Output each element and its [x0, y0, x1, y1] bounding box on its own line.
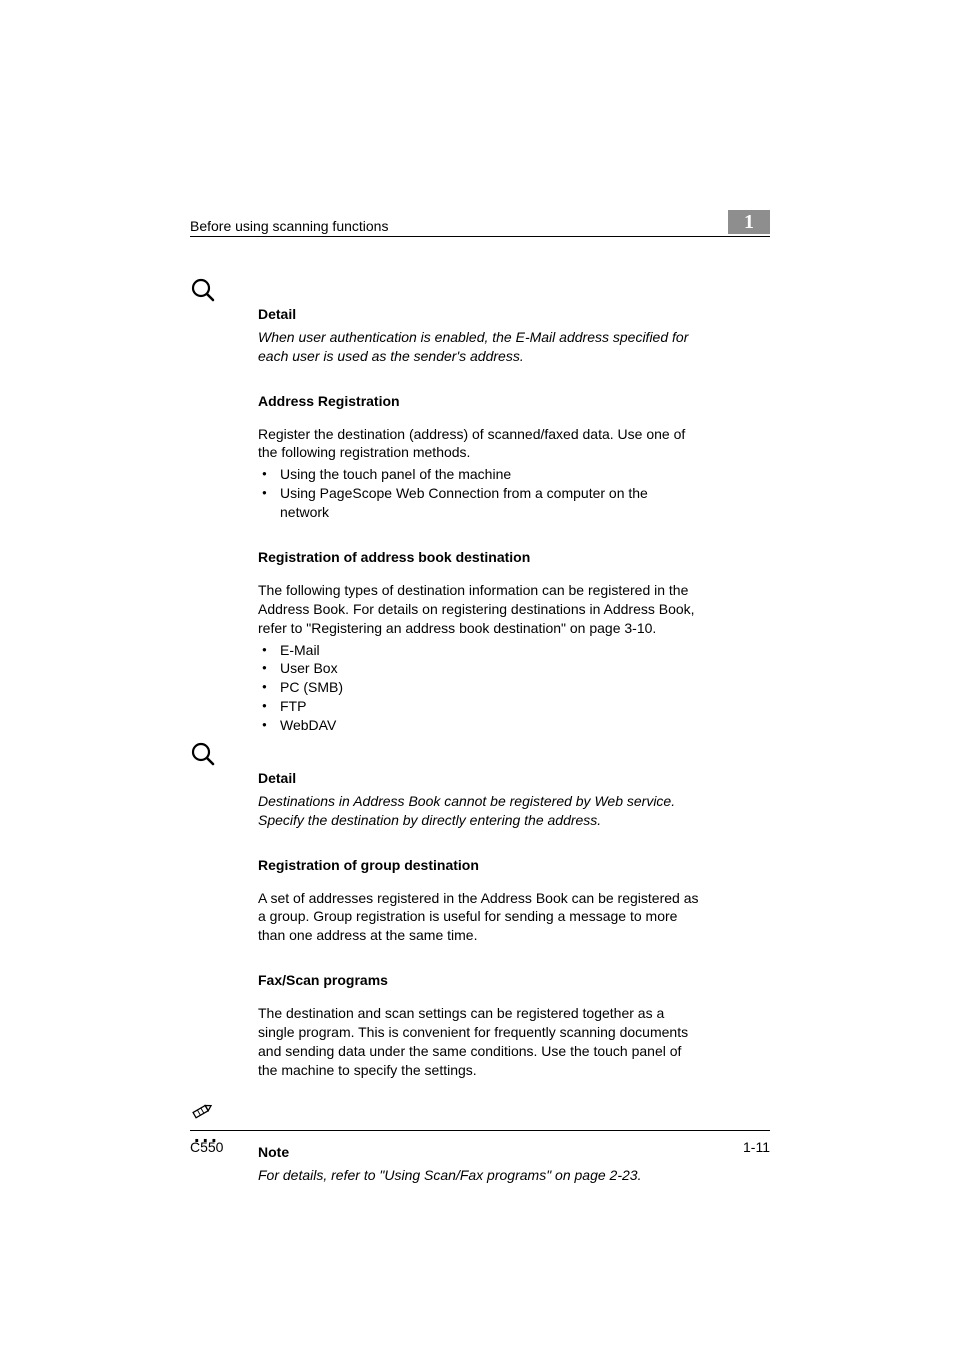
- running-title: Before using scanning functions: [190, 218, 388, 234]
- addrbook-intro: The following types of destination infor…: [258, 581, 700, 638]
- footer-page-number: 1-11: [743, 1139, 770, 1155]
- group-body: A set of addresses registered in the Add…: [258, 889, 700, 946]
- list-item: E-Mail: [258, 641, 700, 660]
- section-heading-addrbook: Registration of address book destination: [258, 548, 700, 567]
- section-heading-faxscan: Fax/Scan programs: [258, 971, 700, 990]
- addrbook-list: E-Mail User Box PC (SMB) FTP WebDAV: [258, 641, 700, 735]
- detail-heading: Detail: [258, 305, 700, 324]
- list-item: User Box: [258, 659, 700, 678]
- list-item: PC (SMB): [258, 678, 700, 697]
- magnify-icon: [190, 277, 700, 303]
- note-body: For details, refer to "Using Scan/Fax pr…: [258, 1166, 700, 1185]
- section-heading-group: Registration of group destination: [258, 856, 700, 875]
- faxscan-body: The destination and scan settings can be…: [258, 1004, 700, 1080]
- magnify-icon: [190, 741, 700, 767]
- page-footer: C550 1-11: [190, 1130, 770, 1155]
- page-content: Before using scanning functions 1 Detail…: [190, 210, 770, 1184]
- chapter-number-badge: 1: [728, 210, 770, 234]
- detail-body: When user authentication is enabled, the…: [258, 328, 700, 366]
- list-item: Using the touch panel of the machine: [258, 465, 700, 484]
- section-heading-address-registration: Address Registration: [258, 392, 700, 411]
- body-content: Detail When user authentication is enabl…: [190, 277, 700, 1184]
- list-item: FTP: [258, 697, 700, 716]
- list-item: Using PageScope Web Connection from a co…: [258, 484, 700, 522]
- detail-body: Destinations in Address Book cannot be r…: [258, 792, 700, 830]
- address-registration-intro: Register the destination (address) of sc…: [258, 425, 700, 463]
- address-registration-list: Using the touch panel of the machine Usi…: [258, 465, 700, 522]
- list-item: WebDAV: [258, 716, 700, 735]
- footer-model: C550: [190, 1139, 223, 1155]
- running-header: Before using scanning functions 1: [190, 210, 770, 237]
- detail-heading: Detail: [258, 769, 700, 788]
